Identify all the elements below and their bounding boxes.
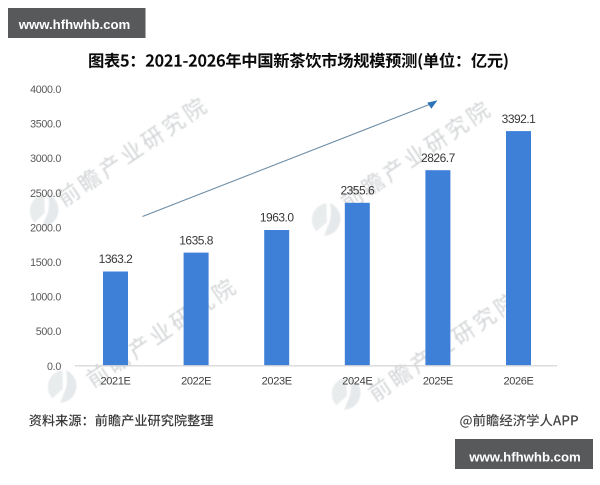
svg-text:3500.0: 3500.0: [30, 119, 61, 131]
svg-text:2024E: 2024E: [342, 375, 372, 387]
svg-text:2000.0: 2000.0: [30, 222, 61, 234]
svg-text:www.hfhwhb.com: www.hfhwhb.com: [468, 449, 581, 464]
svg-text:2022E: 2022E: [181, 375, 211, 387]
svg-text:1963.0: 1963.0: [260, 211, 295, 225]
svg-text:1363.2: 1363.2: [99, 252, 134, 266]
svg-text:3392.1: 3392.1: [502, 112, 537, 126]
svg-text:500.0: 500.0: [36, 326, 62, 338]
svg-text:2025E: 2025E: [423, 375, 453, 387]
svg-text:2026E: 2026E: [503, 375, 533, 387]
svg-text:1635.8: 1635.8: [179, 233, 214, 247]
svg-text:2500.0: 2500.0: [30, 188, 61, 200]
svg-text:0.0: 0.0: [47, 361, 61, 373]
svg-text:1000.0: 1000.0: [30, 292, 61, 304]
svg-text:4000.0: 4000.0: [30, 84, 61, 96]
svg-text:2826.7: 2826.7: [421, 151, 456, 165]
svg-text:2023E: 2023E: [262, 375, 292, 387]
svg-text:3000.0: 3000.0: [30, 153, 61, 165]
svg-text:www.hfhwhb.com: www.hfhwhb.com: [18, 17, 131, 32]
svg-text:2355.6: 2355.6: [340, 184, 375, 198]
svg-text:1500.0: 1500.0: [30, 257, 61, 269]
svg-text:2021E: 2021E: [100, 375, 130, 387]
